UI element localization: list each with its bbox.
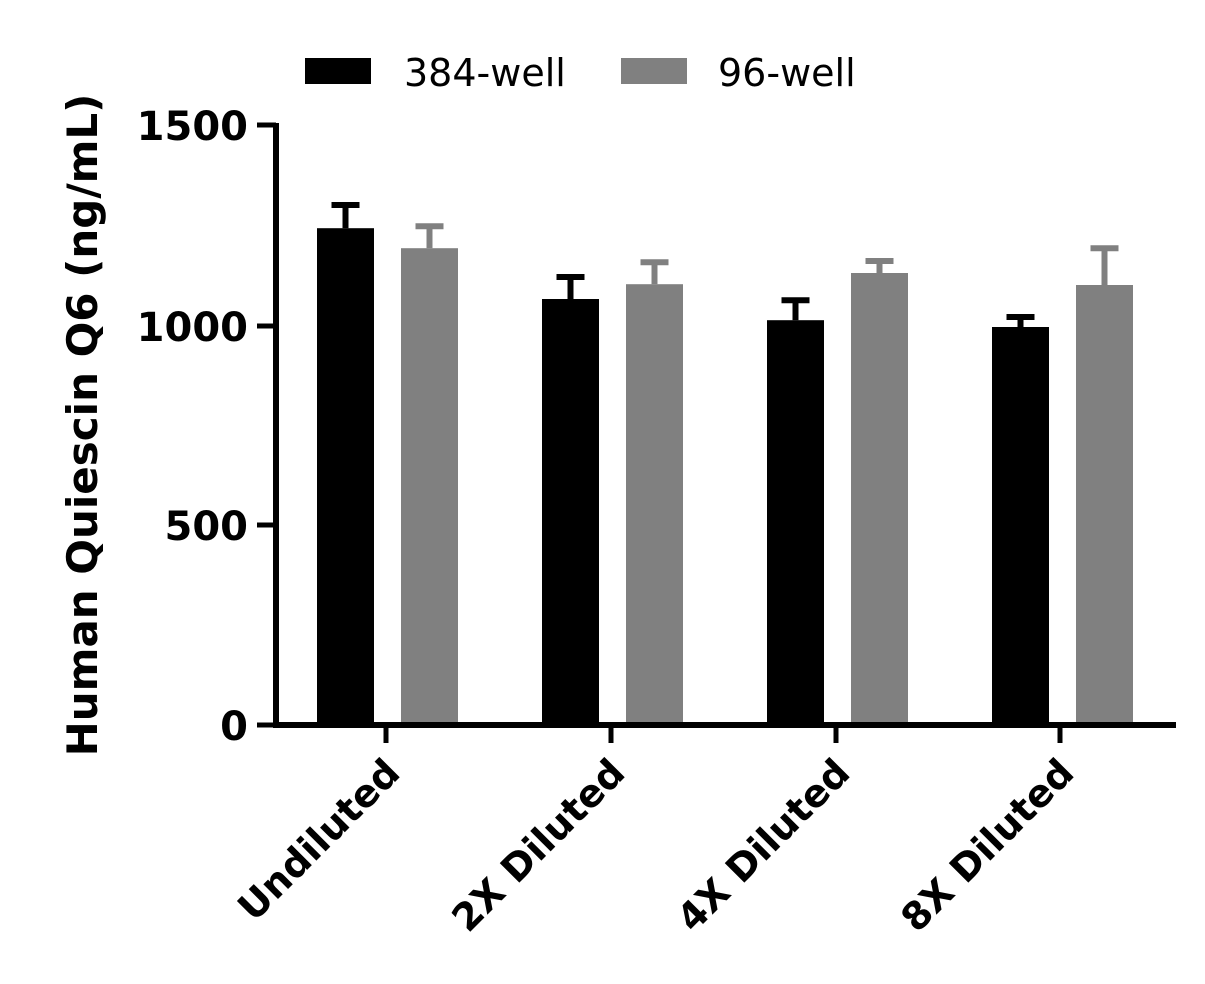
bar-2x-diluted-96-well (626, 284, 683, 725)
bar-4x-diluted-384-well (767, 320, 824, 725)
y-tick-label-1000: 1000 (137, 305, 248, 351)
y-tick-label-0: 0 (220, 704, 248, 750)
legend-label-96-well: 96-well (718, 51, 856, 95)
legend: 384-well 96-well (305, 51, 856, 95)
bar-undiluted-384-well (317, 228, 374, 725)
y-axis: 1500 1000 500 0 (137, 104, 279, 750)
y-tick-label-500: 500 (165, 504, 249, 550)
y-tick-label-1500: 1500 (137, 104, 248, 150)
x-axis: Undiluted 2X Diluted 4X Diluted 8X Dilut… (229, 722, 1176, 940)
bar-4x-diluted-96-well (851, 273, 908, 725)
legend-label-384-well: 384-well (404, 51, 566, 95)
x-tick-label-2x-diluted: 2X Diluted (443, 750, 633, 940)
bars (317, 202, 1133, 725)
legend-swatch-384-well (305, 58, 371, 84)
legend-swatch-96-well (621, 58, 687, 84)
bar-8x-diluted-96-well (1076, 285, 1133, 725)
x-tick-label-8x-diluted: 8X Diluted (892, 750, 1082, 940)
bar-2x-diluted-384-well (542, 299, 599, 725)
bar-undiluted-96-well (401, 248, 458, 725)
x-tick-label-undiluted: Undiluted (229, 750, 408, 929)
x-tick-label-4x-diluted: 4X Diluted (668, 750, 858, 940)
y-axis-label: Human Quiescin Q6 (ng/mL) (58, 94, 107, 757)
bar-8x-diluted-384-well (992, 327, 1049, 725)
